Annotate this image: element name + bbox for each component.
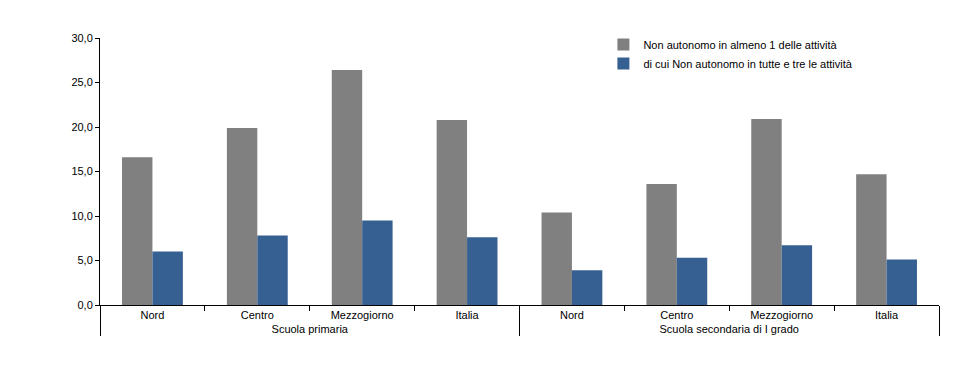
svg-text:Scuola secondaria di I grado: Scuola secondaria di I grado xyxy=(660,323,799,335)
svg-text:Scuola primaria: Scuola primaria xyxy=(272,323,349,335)
svg-text:Centro: Centro xyxy=(241,309,274,321)
svg-text:20,0: 20,0 xyxy=(71,121,92,133)
svg-text:30,0: 30,0 xyxy=(71,32,92,44)
svg-text:Mezzogiorno: Mezzogiorno xyxy=(331,309,394,321)
svg-text:Mezzogiorno: Mezzogiorno xyxy=(750,309,813,321)
svg-text:0,0: 0,0 xyxy=(78,299,93,311)
svg-text:10,0: 10,0 xyxy=(71,210,92,222)
svg-text:Nord: Nord xyxy=(560,309,584,321)
svg-text:di cui Non autonomo in tutte e: di cui Non autonomo in tutte e tre le at… xyxy=(643,58,852,70)
svg-text:5,0: 5,0 xyxy=(78,254,93,266)
svg-text:Non autonomo in almeno 1 delle: Non autonomo in almeno 1 delle attività xyxy=(643,39,837,51)
svg-text:Italia: Italia xyxy=(455,309,479,321)
svg-text:Nord: Nord xyxy=(141,309,165,321)
svg-text:15,0: 15,0 xyxy=(71,165,92,177)
svg-text:25,0: 25,0 xyxy=(71,76,92,88)
svg-text:Italia: Italia xyxy=(875,309,899,321)
svg-text:Centro: Centro xyxy=(660,309,693,321)
